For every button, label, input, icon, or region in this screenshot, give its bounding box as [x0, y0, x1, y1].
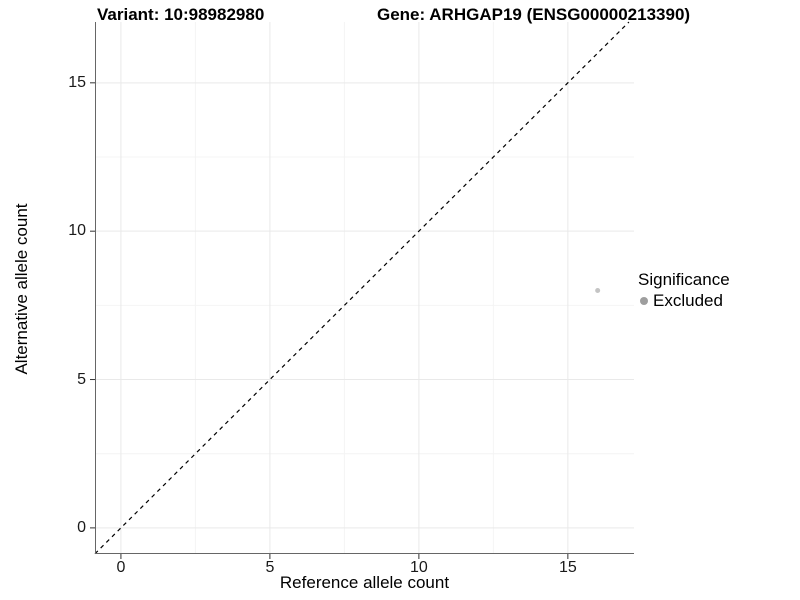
- legend-item: Excluded: [638, 291, 730, 311]
- identity-dashed-line: [94, 21, 630, 555]
- x-tick-label: 15: [558, 559, 577, 576]
- x-tick-label: 10: [409, 559, 428, 576]
- y-tick-label: 5: [77, 370, 86, 388]
- y-tick-label: 0: [77, 518, 86, 536]
- gene-title: Gene: ARHGAP19 (ENSG00000213390): [377, 5, 691, 24]
- legend-items: Excluded: [638, 291, 730, 311]
- x-axis-title: Reference allele count: [279, 573, 450, 592]
- plot-canvas: [90, 21, 634, 559]
- y-tick-label: 15: [68, 73, 86, 91]
- legend-key-dot-icon: [640, 297, 648, 305]
- legend-title: Significance: [638, 270, 730, 289]
- y-axis-title: Alternative allele count: [12, 203, 31, 375]
- x-tick-label: 5: [265, 559, 275, 576]
- legend: Significance Excluded: [638, 270, 730, 311]
- x-tick-label: 0: [116, 559, 126, 576]
- plot-panel: [90, 21, 634, 559]
- data-point: [595, 288, 601, 294]
- variant-title: Variant: 10:98982980: [97, 5, 265, 24]
- legend-item-label: Excluded: [653, 291, 723, 310]
- y-tick-label: 10: [68, 222, 86, 240]
